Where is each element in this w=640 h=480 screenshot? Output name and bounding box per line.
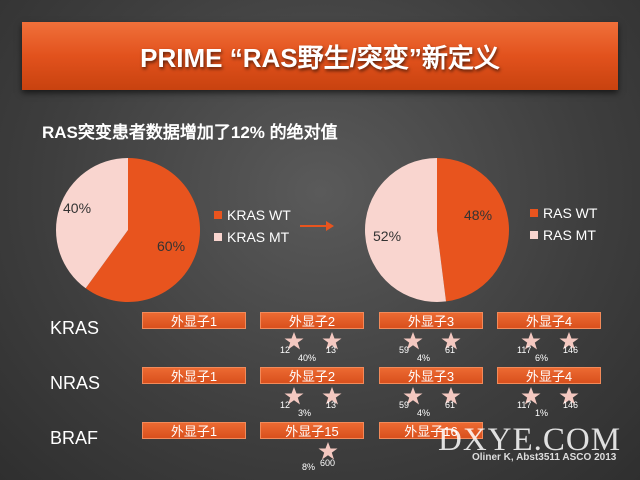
pie1-label-wt: 60% — [157, 238, 186, 254]
exon-box: 外显子1 — [142, 367, 246, 384]
pie2-legend: RAS WT RAS MT — [530, 202, 597, 246]
codon-label: 61 — [445, 400, 456, 410]
codon-label: 117 — [517, 345, 532, 355]
legend-item: RAS MT — [530, 224, 597, 246]
mutation-percent: 8% — [302, 462, 316, 472]
mutation-percent: 40% — [298, 353, 317, 363]
star-icon — [521, 387, 541, 405]
citation: Oliner K, Abst3511 ASCO 2013 — [472, 452, 617, 463]
exon-box: 外显子3 — [379, 367, 483, 384]
watermark: DXYE.COM — [438, 422, 622, 458]
legend-item: KRAS MT — [214, 226, 291, 248]
star-icon — [322, 332, 342, 350]
pie1-legend: KRAS WT KRAS MT — [214, 204, 291, 248]
exon-box: 外显子4 — [497, 367, 601, 384]
legend-label: RAS MT — [543, 227, 596, 243]
star-icon — [521, 332, 541, 350]
pie2-label-wt: 48% — [464, 207, 493, 223]
codon-label: 12 — [280, 345, 291, 355]
legend-item: KRAS WT — [214, 204, 291, 226]
codon-label: 146 — [563, 400, 579, 410]
slide-title: PRIME “RAS野生/突变”新定义 — [140, 42, 500, 73]
legend-item: RAS WT — [530, 202, 597, 224]
pie2-label-mt: 52% — [373, 228, 402, 244]
exon-box: 外显子1 — [142, 312, 246, 329]
mutation-percent: 4% — [417, 353, 431, 363]
mutation-percent: 1% — [535, 408, 549, 418]
gene-label-braf: BRAF — [50, 428, 99, 448]
legend-swatch-mt — [530, 231, 538, 239]
codon-label: 12 — [280, 400, 291, 410]
pie-slice-kras-mt — [56, 158, 128, 289]
gene-label-nras: NRAS — [50, 373, 101, 393]
codon-label: 61 — [445, 345, 456, 355]
mutation-percent: 6% — [535, 353, 549, 363]
exon-box: 外显子2 — [260, 312, 364, 329]
star-icon — [284, 387, 304, 405]
codon-label: 13 — [326, 345, 337, 355]
star-icon — [559, 387, 579, 405]
exon-box: 外显子4 — [497, 312, 601, 329]
pie1-label-mt: 40% — [63, 200, 92, 216]
mutation-percent: 4% — [417, 408, 431, 418]
kras-pie-chart — [56, 158, 200, 302]
star-icon — [403, 332, 423, 350]
mutation-percent: 3% — [298, 408, 312, 418]
star-icon — [322, 387, 342, 405]
legend-swatch-wt — [214, 211, 222, 219]
legend-swatch-mt — [214, 233, 222, 241]
arrow-icon — [300, 221, 334, 231]
star-icon — [441, 387, 461, 405]
star-icon — [559, 332, 579, 350]
exon-box: 外显子15 — [260, 422, 364, 439]
title-bar: PRIME “RAS野生/突变”新定义 — [22, 22, 618, 90]
star-icon — [441, 332, 461, 350]
codon-label: 600 — [320, 458, 336, 468]
legend-label: RAS WT — [543, 205, 598, 221]
legend-label: KRAS MT — [227, 229, 290, 245]
exon-box: 外显子3 — [379, 312, 483, 329]
legend-label: KRAS WT — [227, 207, 291, 223]
legend-swatch-wt — [530, 209, 538, 217]
codon-label: 59 — [399, 345, 410, 355]
gene-label-kras: KRAS — [50, 318, 100, 338]
star-icon — [403, 387, 423, 405]
exon-box: 外显子16 — [379, 422, 483, 439]
codon-label: 13 — [326, 400, 337, 410]
codon-label: 117 — [517, 400, 532, 410]
star-icon — [318, 442, 338, 460]
ras-pie-chart — [365, 158, 509, 302]
slide-subtitle: RAS突变患者数据增加了12% 的绝对值 — [42, 123, 338, 142]
codon-label: 59 — [399, 400, 410, 410]
star-icon — [284, 332, 304, 350]
codon-label: 146 — [563, 345, 579, 355]
pie-slice-ras-wt — [437, 158, 509, 302]
exon-box: 外显子2 — [260, 367, 364, 384]
pie-slice-kras-wt — [85, 158, 200, 302]
pie-slice-ras-mt — [365, 158, 447, 302]
exon-box: 外显子1 — [142, 422, 246, 439]
